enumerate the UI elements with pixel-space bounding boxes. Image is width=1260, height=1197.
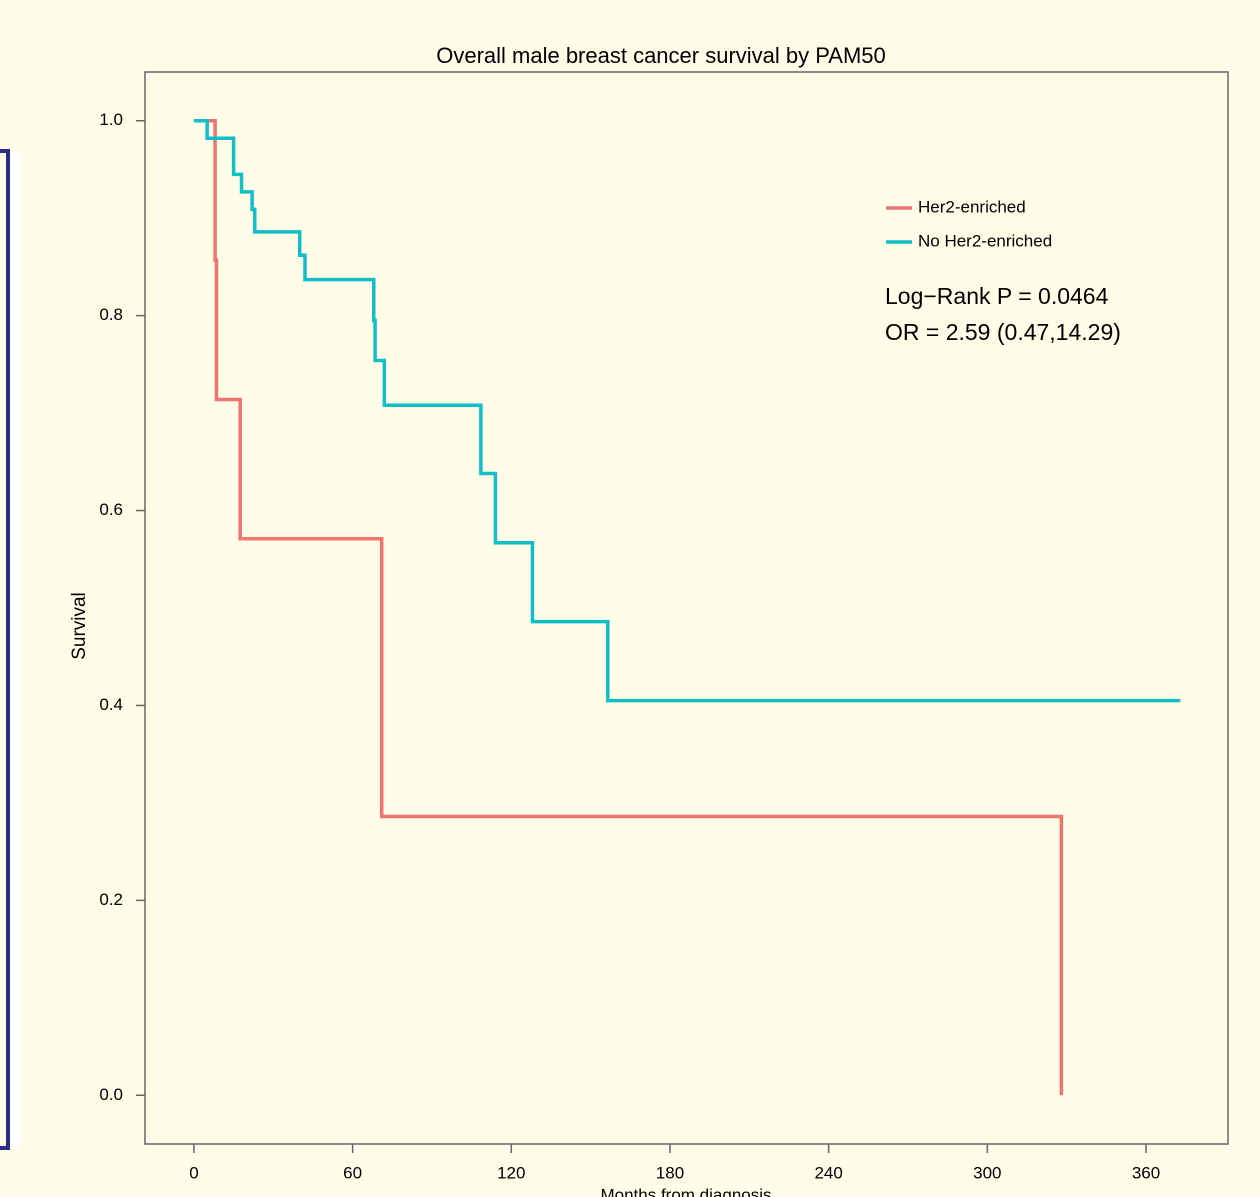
legend-label: Her2-enriched <box>918 197 1026 216</box>
y-tick-label: 0.8 <box>99 305 123 324</box>
plot-frame <box>144 71 1229 1145</box>
y-axis-label: Survival <box>69 592 90 660</box>
x-tick-label: 60 <box>343 1163 362 1182</box>
y-tick-label: 0.2 <box>99 890 123 909</box>
survival-line <box>193 118 1181 703</box>
x-tick-label: 240 <box>814 1163 842 1182</box>
y-tick-label: 0.4 <box>99 695 123 714</box>
x-tick-label: 180 <box>656 1163 684 1182</box>
x-tick-label: 360 <box>1132 1163 1160 1182</box>
annotation: OR = 2.59 (0.47,14.29) <box>885 319 1121 345</box>
side-panel <box>8 152 20 1148</box>
side-panel-border <box>0 149 10 1150</box>
x-axis-label: Months from diagnosis <box>600 1185 771 1197</box>
x-tick-label: 300 <box>973 1163 1001 1182</box>
y-tick-label: 0.0 <box>99 1085 123 1104</box>
x-tick-label: 0 <box>189 1163 198 1182</box>
annotation: Log−Rank P = 0.0464 <box>885 283 1109 309</box>
survival-line <box>207 118 1064 1096</box>
chart-title: Overall male breast cancer survival by P… <box>436 43 886 68</box>
legend-label: No Her2-enriched <box>918 231 1052 250</box>
y-tick-label: 1.0 <box>99 110 123 129</box>
x-tick-label: 120 <box>497 1163 525 1182</box>
y-tick-label: 0.6 <box>99 500 123 519</box>
